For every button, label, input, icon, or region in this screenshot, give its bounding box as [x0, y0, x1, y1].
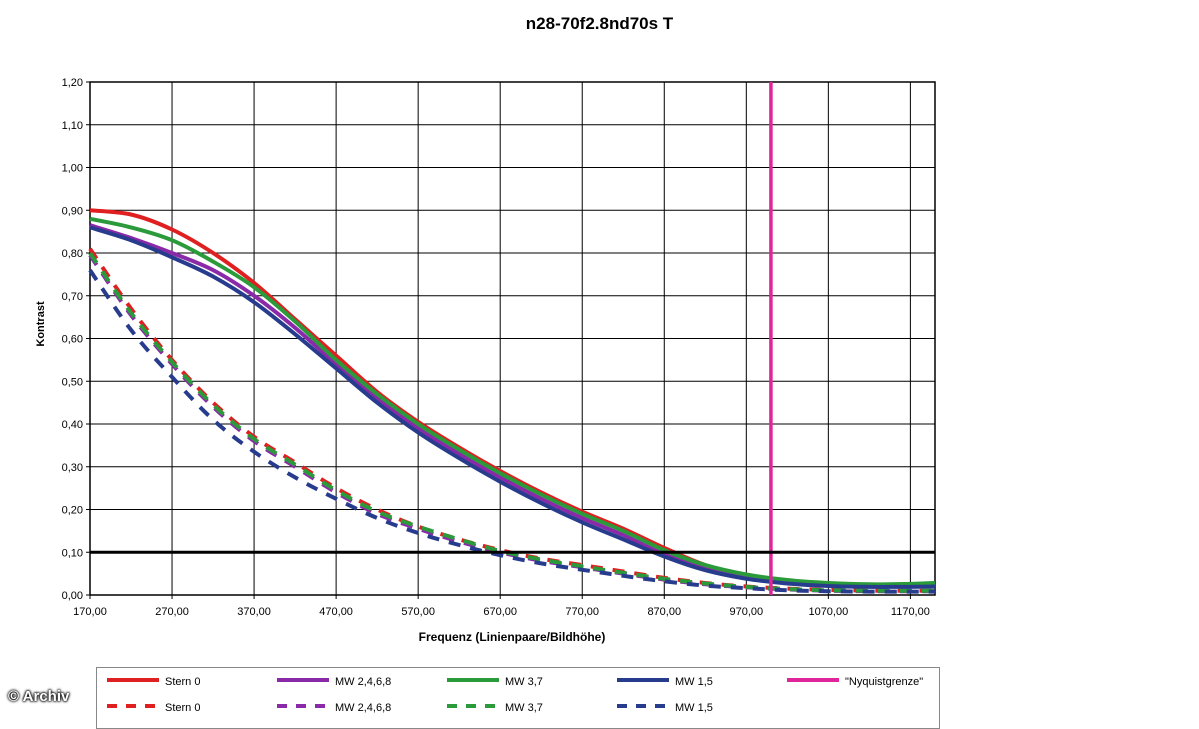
legend-swatch [107, 704, 159, 708]
y-tick-label: 0,70 [62, 291, 83, 303]
legend-label: MW 3,7 [505, 702, 543, 714]
x-tick-label: 370,00 [237, 606, 271, 618]
y-tick-label: 0,60 [62, 334, 83, 346]
y-tick-label: 0,80 [62, 248, 83, 260]
legend-label: "Nyquistgrenze" [845, 676, 924, 688]
x-tick-label: 1170,00 [891, 606, 930, 618]
x-tick-label: 870,00 [647, 606, 681, 618]
x-tick-label: 670,00 [483, 606, 517, 618]
series-line-solid-mw-1-5 [89, 225, 936, 589]
x-axis-label: Frequenz (Linienpaare/Bildhöhe) [419, 630, 606, 644]
y-tick-label: 0,90 [62, 205, 83, 217]
legend-label: MW 3,7 [505, 676, 543, 688]
x-tick-label: 270,00 [155, 606, 189, 618]
x-tick-label: 770,00 [565, 606, 599, 618]
legend-swatch [447, 678, 499, 682]
y-tick-label: 1,20 [62, 77, 83, 89]
legend-swatch [787, 678, 839, 682]
series-line-solid-mw-3-7 [89, 216, 936, 587]
y-axis-label: Kontrast [35, 301, 47, 347]
legend-label: MW 2,4,6,8 [335, 676, 392, 688]
y-tick-label: 0,50 [62, 376, 83, 388]
y-tick-label: 1,10 [62, 120, 83, 132]
x-tick-label: 170,00 [73, 606, 107, 618]
chart-canvas: Kontrast Frequenz (Linienpaare/Bildhöhe)… [35, 77, 936, 644]
x-tick-label: 1070,00 [808, 606, 848, 618]
y-tick-label: 0,40 [62, 419, 83, 431]
reference-lines [90, 82, 935, 595]
legend-swatch [447, 704, 499, 708]
legend-swatch [617, 704, 669, 708]
legend-label: MW 2,4,6,8 [335, 702, 392, 714]
legend-label: MW 1,5 [675, 676, 713, 688]
grid [89, 81, 936, 596]
x-tick-label: 470,00 [319, 606, 353, 618]
legend-label: MW 1,5 [675, 702, 713, 714]
y-tick-label: 0,20 [62, 505, 83, 517]
legend-row-dashed: Stern 0 MW 2,4,6,8 MW 3,7 MW 1,5 [97, 697, 939, 721]
legend: Stern 0 MW 2,4,6,8 MW 3,7 MW 1,5 "Nyquistgre… [96, 667, 940, 729]
y-tick-label: 0,30 [62, 462, 83, 474]
legend-swatch [277, 678, 329, 682]
x-tick-label: 970,00 [729, 606, 763, 618]
series-line-dashed-mw-1-5 [88, 268, 935, 594]
legend-label: Stern 0 [165, 702, 201, 714]
series-line-dashed-mw-3-7 [88, 251, 935, 593]
y-tick-label: 0,10 [62, 547, 83, 559]
legend-swatch [277, 704, 329, 708]
axes: 0,00 0,10 0,20 0,30 0,40 0,50 0,60 0,70 0,80 0,90… [62, 77, 930, 618]
legend-label: Stern 0 [165, 676, 201, 688]
y-tick-label: 1,00 [62, 163, 83, 175]
legend-row-solid: Stern 0 MW 2,4,6,8 MW 3,7 MW 1,5 "Nyquistgre… [97, 671, 939, 695]
legend-swatch [107, 678, 159, 682]
x-tick-label: 570,00 [401, 606, 435, 618]
chart-title: n28-70f2.8nd70s T [525, 14, 674, 33]
legend-swatch [617, 678, 669, 682]
y-tick-label: 0,00 [62, 590, 83, 602]
copyright-watermark: © Archiv [8, 688, 70, 705]
